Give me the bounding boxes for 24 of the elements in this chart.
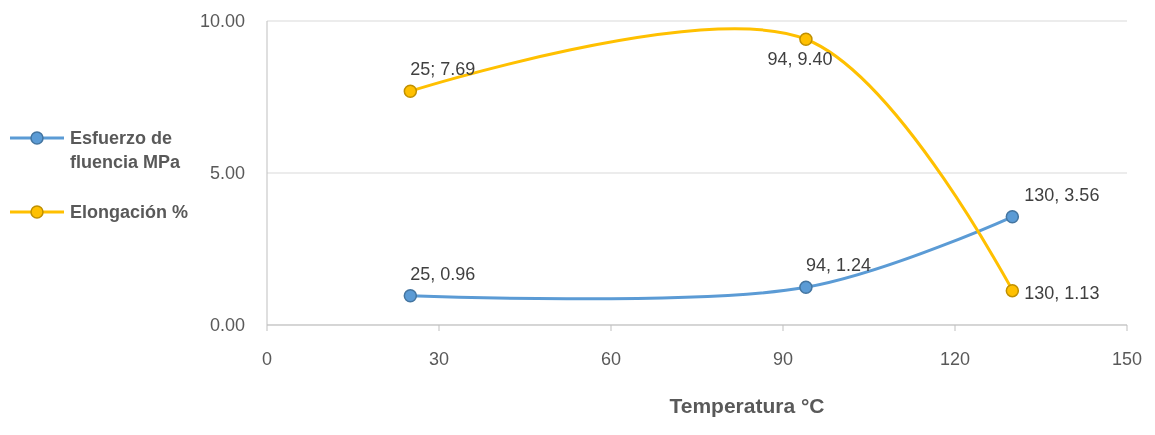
data-label: 94, 9.40 — [767, 49, 833, 70]
x-tick-label: 0 — [261, 349, 273, 369]
x-tick-label: 30 — [428, 349, 450, 369]
y-tick-label: 0.00 — [209, 315, 245, 335]
legend-label: Esfuerzo de fluencia MPa — [70, 128, 182, 172]
data-label: 130, 1.13 — [1024, 282, 1100, 303]
point — [1005, 210, 1020, 224]
point — [403, 289, 418, 303]
legend-label: Elongación % — [70, 202, 189, 222]
data-label: 94, 1.24 — [805, 255, 871, 276]
x-tick-label: 90 — [772, 349, 794, 369]
point — [1005, 283, 1020, 298]
data-label: 130, 3.56 — [1024, 184, 1100, 205]
x-tick-label: 60 — [600, 349, 622, 369]
y-tick-label: 10.00 — [199, 11, 245, 31]
point — [799, 280, 813, 295]
y-tick-label: 5.00 — [209, 163, 245, 183]
x-axis-title: Temperatura °C — [669, 394, 825, 417]
x-tick-label: 150 — [1111, 349, 1143, 369]
data-label: 25; 7.69 — [410, 59, 476, 80]
x-tick-label: 120 — [939, 349, 971, 369]
point — [799, 32, 813, 46]
point — [403, 84, 418, 98]
data-label: 25, 0.96 — [410, 263, 476, 284]
